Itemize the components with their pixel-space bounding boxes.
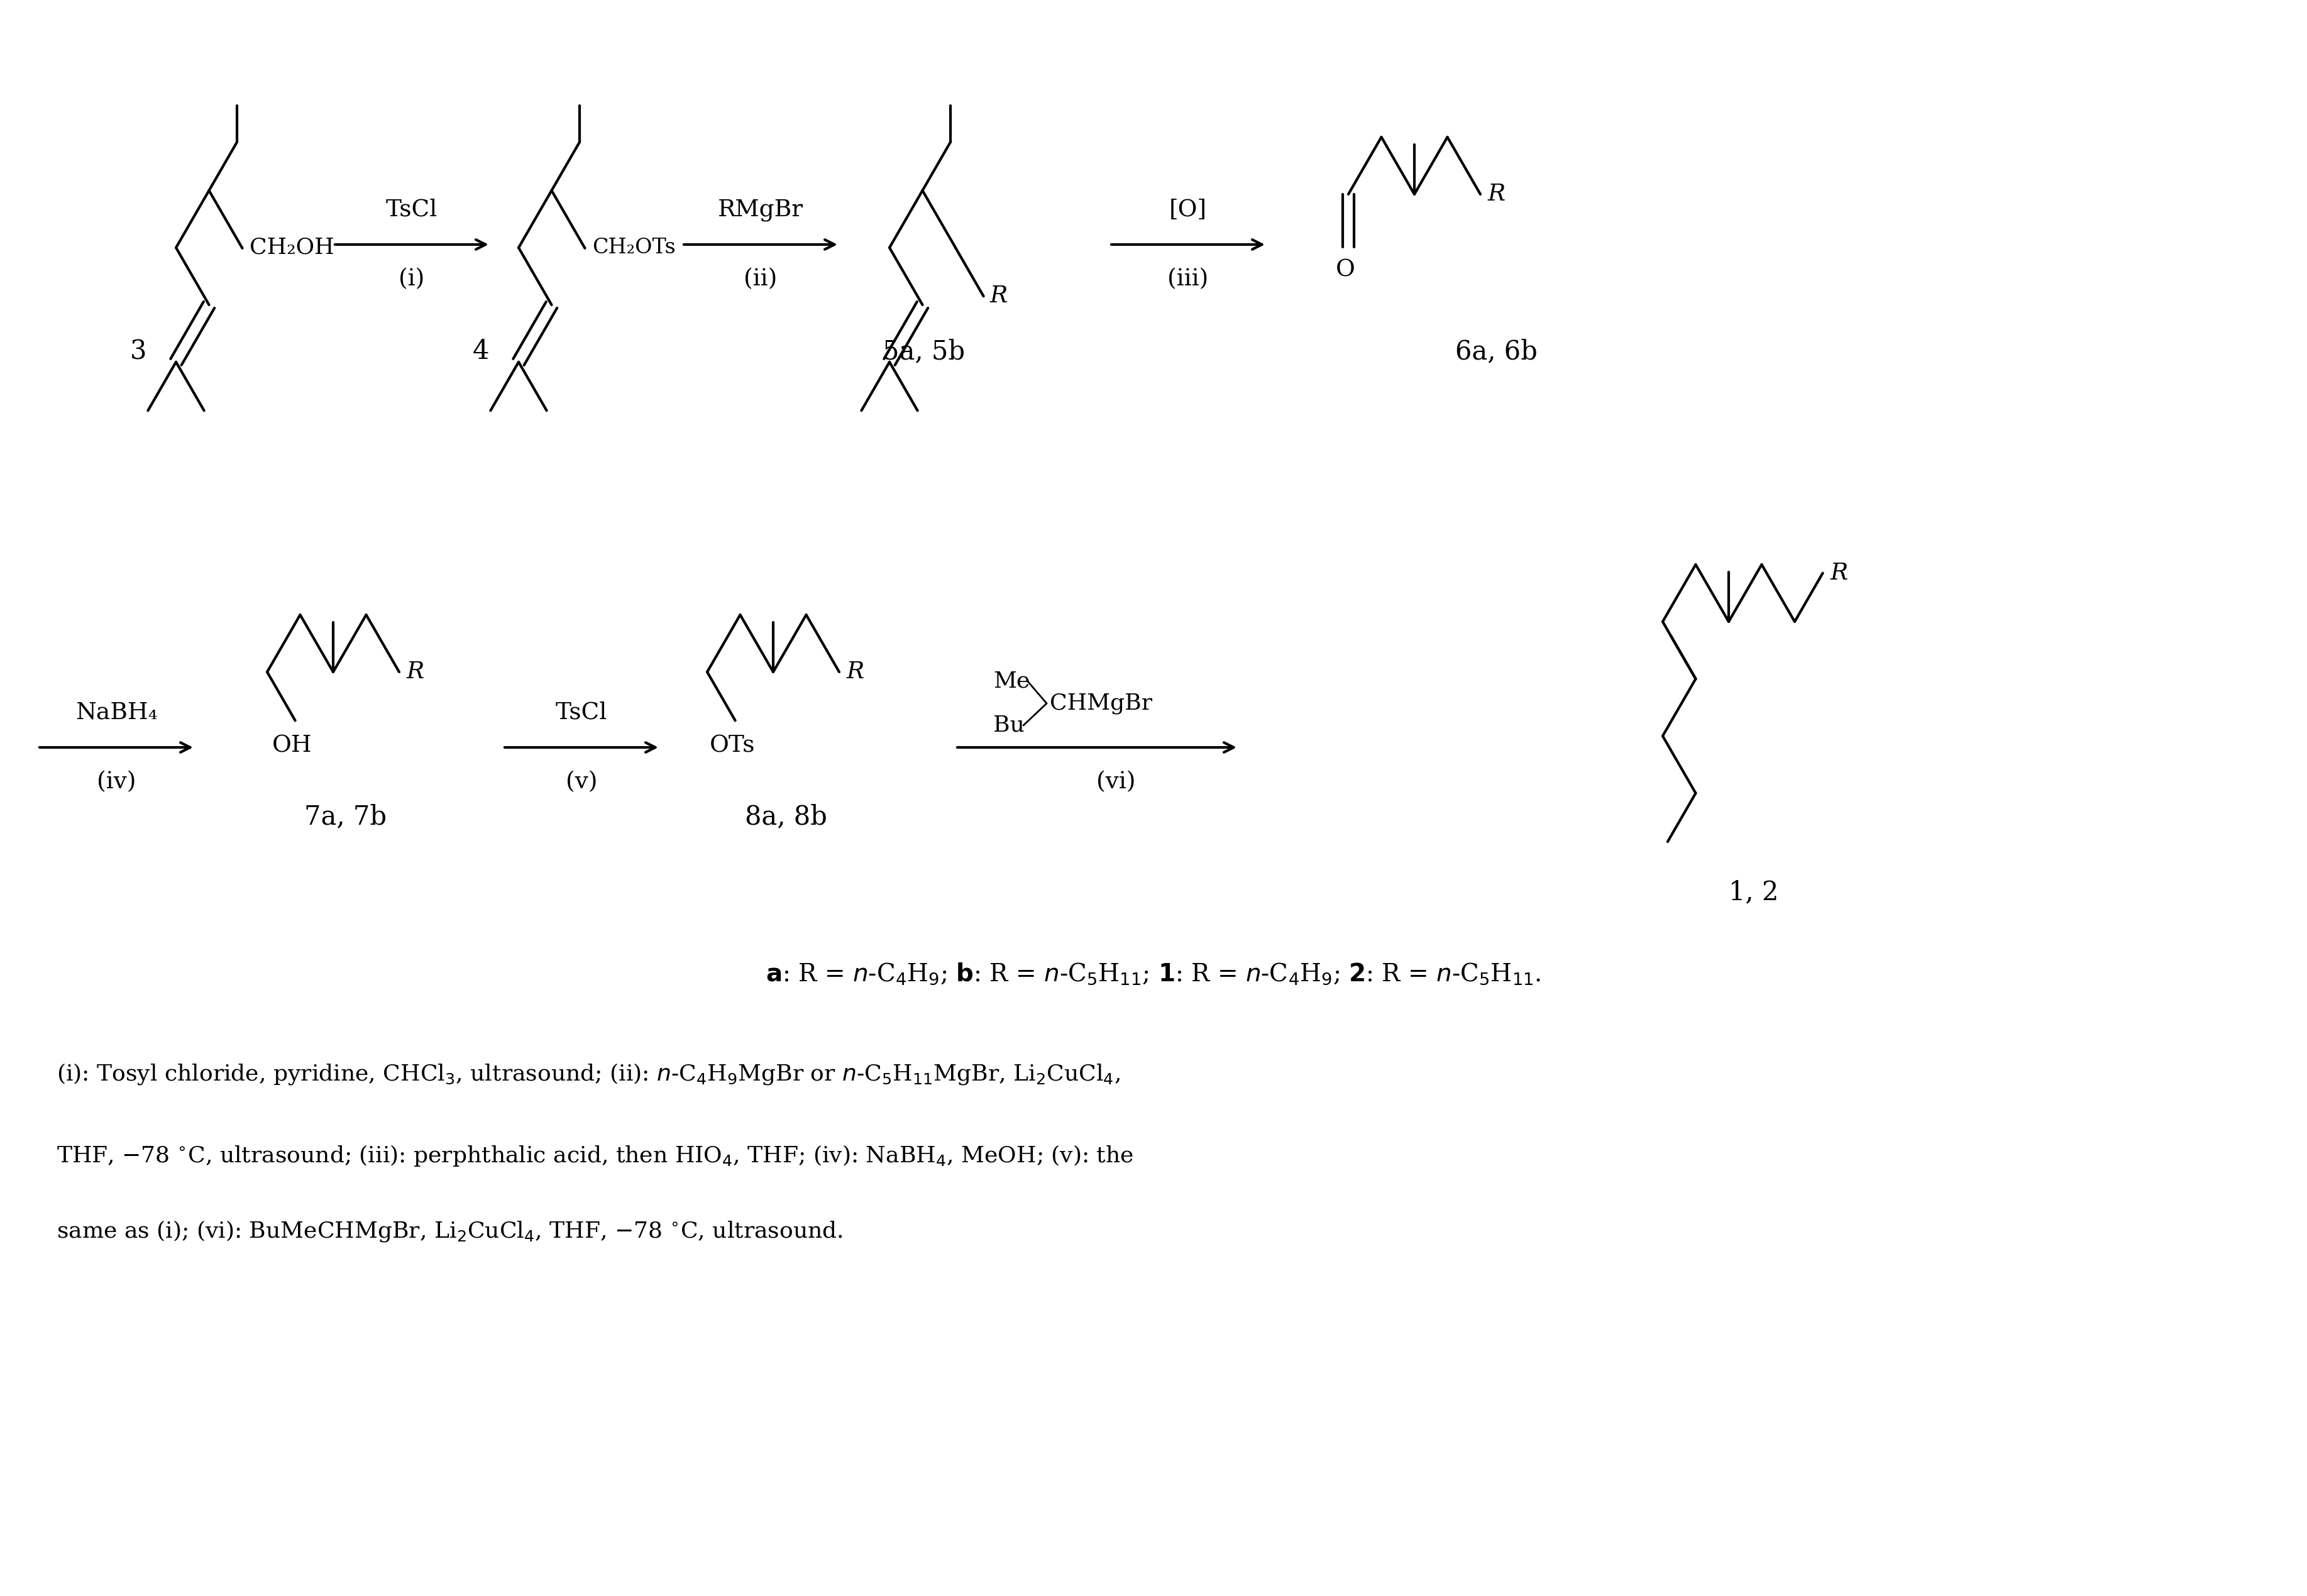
Text: (v): (v) (565, 771, 598, 793)
Text: O: O (1336, 259, 1354, 281)
Text: NaBH₄: NaBH₄ (76, 702, 157, 725)
Text: CH₂OTs: CH₂OTs (593, 238, 676, 257)
Text: OH: OH (272, 734, 311, 757)
Text: CHMgBr: CHMgBr (1050, 693, 1151, 713)
Text: R: R (406, 661, 424, 683)
Text: Me: Me (994, 670, 1029, 693)
Text: 6a, 6b: 6a, 6b (1456, 338, 1536, 364)
Text: 1, 2: 1, 2 (1728, 879, 1779, 905)
Text: 8a, 8b: 8a, 8b (745, 803, 826, 830)
Text: (iii): (iii) (1167, 268, 1209, 290)
Text: [O]: [O] (1170, 198, 1207, 222)
Text: (i): (i) (399, 268, 424, 290)
Text: 5a, 5b: 5a, 5b (884, 338, 964, 364)
Text: R: R (990, 286, 1008, 308)
Text: RMgBr: RMgBr (717, 198, 803, 222)
Text: (i): Tosyl chloride, pyridine, CHCl$_3$, ultrasound; (ii): $n$-C$_4$H$_9$MgBr or: (i): Tosyl chloride, pyridine, CHCl$_3$,… (58, 1061, 1121, 1087)
Text: OTs: OTs (708, 734, 754, 757)
Text: (vi): (vi) (1096, 771, 1135, 793)
Text: same as (i); (vi): BuMeCHMgBr, Li$_2$CuCl$_4$, THF, $-$78 $^{\circ}$C, ultrasoun: same as (i); (vi): BuMeCHMgBr, Li$_2$CuC… (58, 1219, 842, 1243)
Text: CH₂OH: CH₂OH (249, 236, 335, 259)
Text: TsCl: TsCl (385, 198, 438, 222)
Text: THF, $-$78 $^{\circ}$C, ultrasound; (iii): perphthalic acid, then HIO$_4$, THF; : THF, $-$78 $^{\circ}$C, ultrasound; (iii… (58, 1144, 1133, 1168)
Text: (iv): (iv) (97, 771, 136, 793)
Text: R: R (1488, 184, 1506, 206)
Text: TsCl: TsCl (556, 702, 607, 725)
Text: Bu: Bu (994, 715, 1024, 736)
Text: (ii): (ii) (743, 268, 777, 290)
Text: 3: 3 (129, 338, 148, 364)
Text: R: R (847, 661, 865, 683)
Text: 7a, 7b: 7a, 7b (305, 803, 388, 830)
Text: $\mathbf{a}$: R = $n$-C$_4$H$_9$; $\mathbf{b}$: R = $n$-C$_5$H$_{11}$; $\mathbf{: $\mathbf{a}$: R = $n$-C$_4$H$_9$; $\math… (766, 961, 1541, 986)
Text: R: R (1829, 562, 1848, 584)
Text: 4: 4 (473, 338, 489, 364)
